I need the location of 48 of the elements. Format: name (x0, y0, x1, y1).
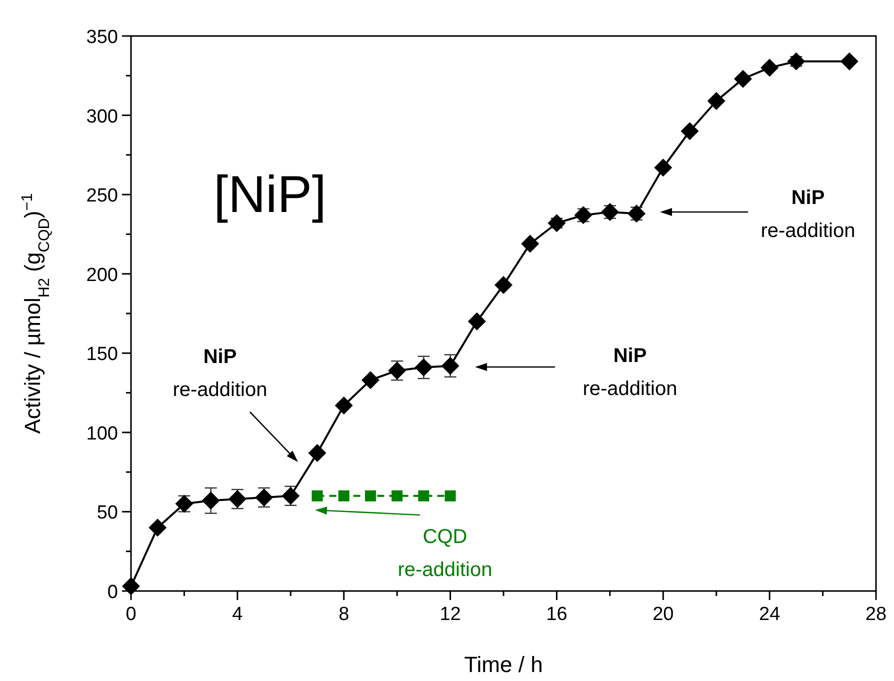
y-tick-label: 150 (86, 344, 118, 366)
point (392, 490, 403, 502)
x-tick-label: 28 (865, 604, 887, 625)
x-tick-label: 8 (338, 604, 350, 625)
point (361, 371, 380, 390)
y-tick-label: 100 (86, 423, 118, 444)
point (444, 490, 456, 502)
x-tick-label: 16 (546, 604, 568, 625)
point (468, 312, 486, 330)
point (734, 70, 752, 88)
y-tick-label: 50 (96, 502, 118, 524)
point (654, 158, 672, 177)
point (494, 276, 512, 294)
y-tick-label: 0 (107, 582, 118, 603)
point (334, 396, 353, 414)
point (148, 518, 167, 537)
y-tick-label: 250 (86, 186, 118, 207)
y-tick-label: 350 (86, 27, 118, 48)
annotation: [NiP] (214, 166, 326, 224)
x-tick-label: 12 (440, 604, 461, 625)
point (122, 577, 140, 596)
x-tick-label: 20 (652, 604, 674, 625)
point (282, 486, 300, 505)
x-axis-title: Time / h (464, 652, 543, 677)
point (840, 52, 858, 70)
x-tick-label: 4 (232, 604, 244, 625)
point (707, 92, 726, 110)
point (338, 490, 350, 502)
point (787, 52, 806, 70)
point (760, 58, 779, 77)
annotation: NiP re-addition (172, 346, 268, 401)
y-tick-label: 300 (86, 106, 118, 128)
annotation: NiP re-addition (582, 345, 678, 400)
x-tick-label: 24 (759, 604, 781, 625)
point (308, 444, 326, 462)
point (312, 490, 323, 502)
x-tick-label: 0 (126, 604, 136, 625)
point (521, 234, 540, 253)
point (418, 490, 430, 502)
point (414, 358, 433, 376)
point (202, 492, 220, 510)
point (441, 356, 460, 375)
point (548, 214, 566, 232)
point (364, 490, 376, 502)
point (680, 122, 699, 140)
y-tick-label: 200 (86, 264, 118, 286)
annotation: NiP re-addition (760, 187, 856, 242)
annotation: CQD re-addition (398, 526, 492, 581)
